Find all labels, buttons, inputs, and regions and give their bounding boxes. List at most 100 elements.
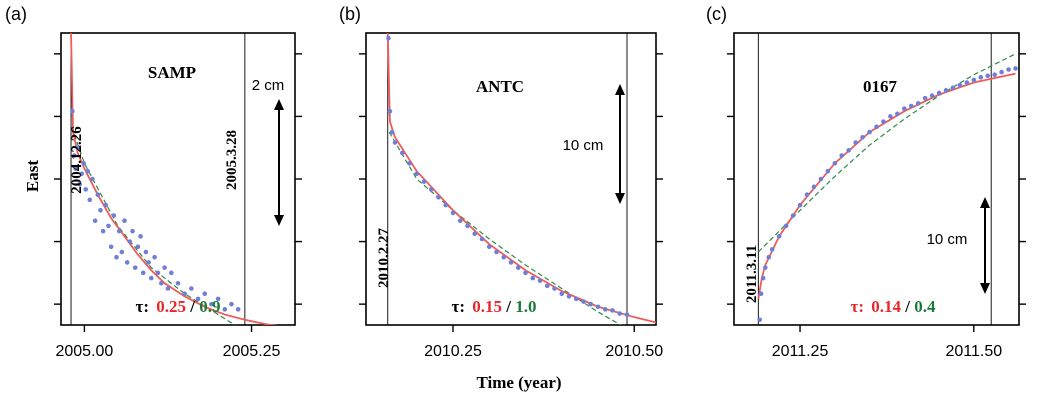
data-point [392,140,398,145]
data-point [443,202,449,208]
data-point [81,161,87,166]
data-point [77,181,83,187]
series-line-red-fit [70,33,278,325]
scale-arrow [274,99,284,226]
tau-prefix: τ: [452,297,466,316]
data-point [95,192,101,197]
data-point [189,286,194,291]
data-point [83,187,89,192]
data-point [559,291,565,297]
x-tick-label: 2005.00 [55,343,113,360]
tau-prefix: τ: [136,297,150,316]
series-line-green-fit [71,126,236,325]
data-point [90,176,95,182]
data-point [124,260,130,265]
data-point [760,275,766,281]
data-point [811,184,817,190]
tau-green-value: 0.9 [199,297,220,316]
data-point [595,304,601,310]
end-date-label: 2005.3.28 [224,130,240,190]
data-point [436,194,441,200]
panel-a: (a) 2005.00 2005.25 SAMP 2004.12.26 2005.… [5,4,302,360]
data-point [581,299,586,304]
tau-red-value: 0.25 [156,297,186,316]
data-point [757,317,763,323]
data-point [846,148,851,153]
data-point [143,249,149,255]
data-point [146,260,151,265]
data-point [530,275,536,281]
x-tick-label: 2010.50 [605,343,663,360]
data-point [140,270,146,276]
x-tick-label: 2005.25 [223,343,281,360]
data-point [566,294,572,299]
data-point [537,278,543,283]
plot-area: 2011.25 2011.50 [727,33,1026,360]
data-point [825,168,831,174]
data-point [950,85,956,91]
tau-separator: / [505,297,511,316]
series-line-red-fit [757,72,1016,300]
panel-b: (b) 2010.25 2010.50 ANTC 2010.2.27 10 cm … [339,4,663,360]
data-point [957,82,963,88]
panel-c: (c) 2011.25 2011.50 0167 2011.3.11 10 cm … [706,4,1026,360]
data-point [114,254,119,260]
data-point [766,254,772,260]
x-axis-label: Time (year) [476,373,561,392]
panel-label: (b) [339,4,361,24]
data-point [486,244,492,250]
data-point [122,218,127,224]
data-point [103,202,109,208]
data-point [222,307,228,312]
event-date-label: 2010.2.27 [376,228,392,289]
scale-label: 10 cm [927,231,968,248]
scale-label: 2 cm [252,77,285,94]
tau-label: τ: 0.14 / 0.4 [851,297,936,316]
data-point [182,291,187,297]
data-point [839,153,845,158]
scale-arrow [615,84,625,204]
data-point [209,301,214,307]
data-point [999,69,1004,75]
data-point [860,134,865,140]
plot-marks [757,33,1018,325]
data-point [922,95,928,101]
tau-red-value: 0.15 [472,297,502,316]
data-point [832,161,838,166]
data-point [135,244,141,250]
data-point [428,187,434,192]
scale-arrow [980,197,990,294]
data-point [985,73,991,79]
data-point [98,207,103,213]
data-point [132,265,138,270]
data-point [971,77,977,83]
data-point [936,90,942,96]
data-point [544,283,550,289]
data-point [501,254,507,260]
data-point [235,307,241,312]
plot-area: 2005.00 2005.25 [54,33,302,360]
data-point [479,236,485,242]
data-point [389,129,395,135]
data-point [769,247,775,252]
data-point [169,270,174,276]
data-point [106,223,111,229]
data-point [229,301,234,307]
data-point [776,234,782,239]
data-point [152,254,157,260]
data-point [450,210,456,216]
data-point [195,296,201,302]
data-point [407,161,412,166]
plot-area: 2010.25 2010.50 [359,33,663,360]
data-point [92,218,98,224]
data-point [175,280,181,286]
data-point [915,101,921,106]
scale-label: 10 cm [563,137,604,154]
data-point [552,286,557,291]
data-point [895,111,900,117]
data-point [116,228,122,234]
data-point [617,311,623,316]
data-point [573,296,579,302]
data-point [421,179,427,184]
data-point [148,275,154,281]
